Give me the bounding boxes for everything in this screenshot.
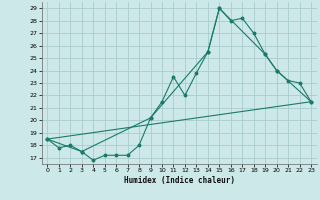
X-axis label: Humidex (Indice chaleur): Humidex (Indice chaleur) xyxy=(124,176,235,185)
